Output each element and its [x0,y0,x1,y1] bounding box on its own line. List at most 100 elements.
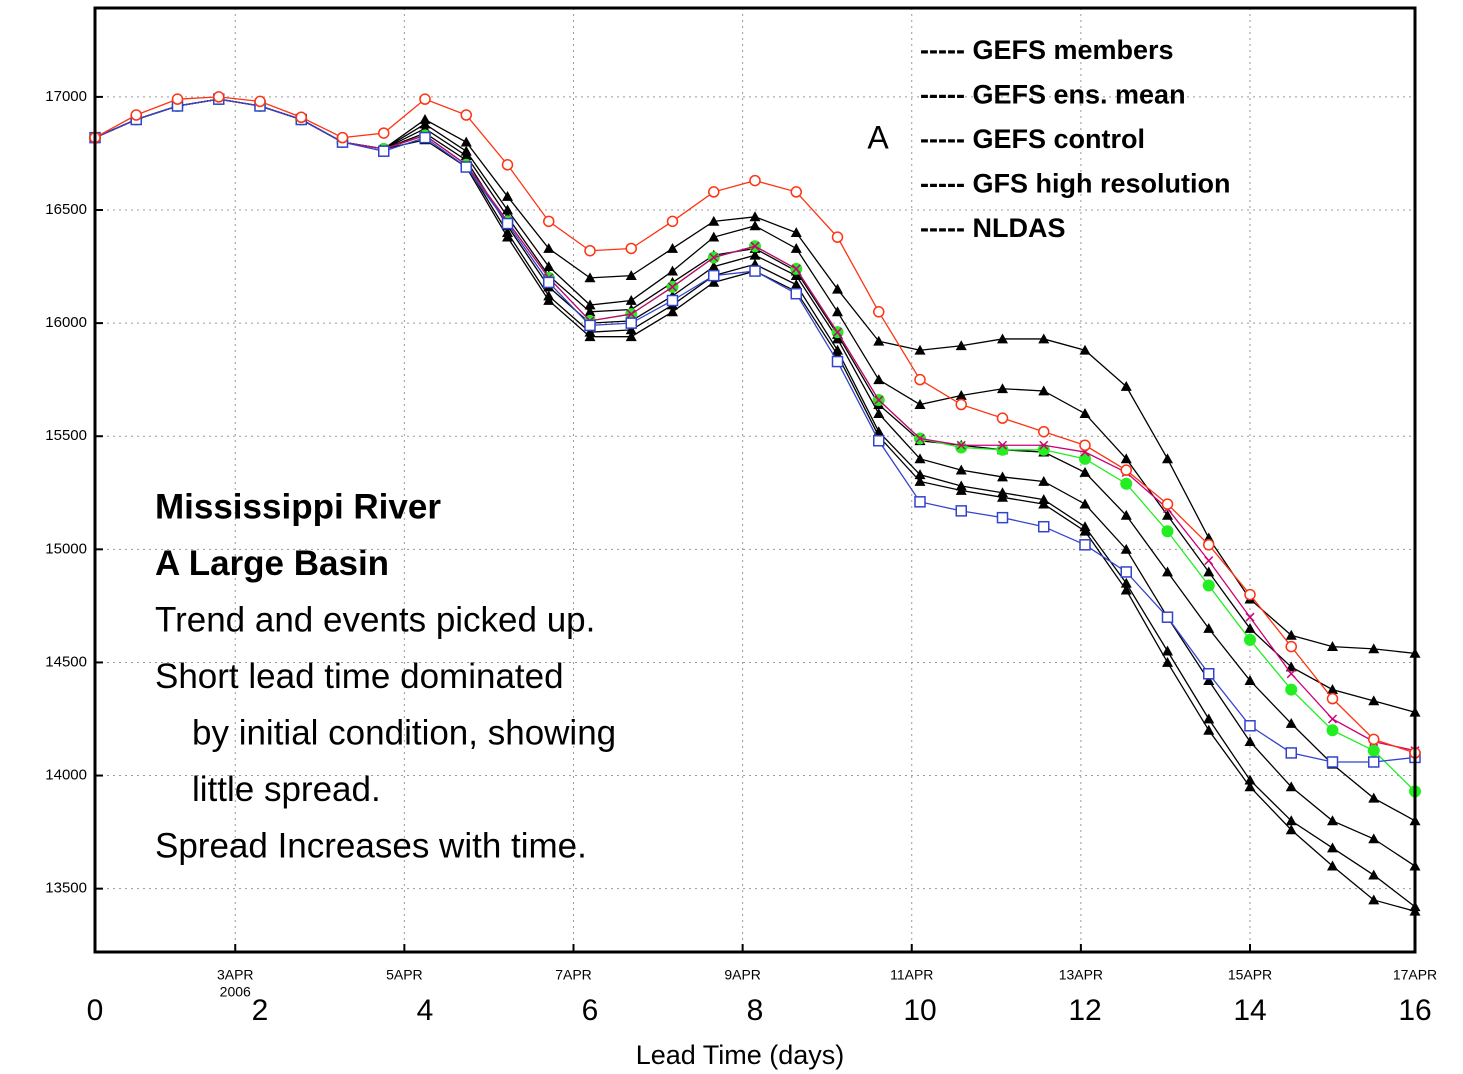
marker [708,215,720,226]
marker [1203,675,1215,685]
marker [543,294,555,305]
marker [874,395,884,405]
marker [1120,464,1132,476]
marker [584,319,596,332]
marker [584,299,596,310]
marker [1079,344,1091,355]
marker [914,344,926,355]
marker [625,317,637,329]
marker [501,159,514,171]
marker [667,265,678,276]
marker [955,340,967,351]
marker [708,276,720,287]
marker [790,287,802,300]
marker [502,231,513,242]
marker [1079,466,1091,477]
legend-entry: ----- GEFS members [920,35,1174,65]
marker [501,217,514,230]
marker [666,294,679,307]
marker [708,269,720,282]
marker [1038,475,1050,486]
legend-gap [965,80,973,110]
legend-marker: ----- [920,124,965,154]
marker [790,270,802,281]
marker [1368,833,1380,844]
marker [1244,720,1256,732]
legend-gap [965,169,973,199]
marker [1285,781,1297,792]
x-tick-label: 0 [87,994,104,1027]
marker [625,270,637,281]
marker [1039,440,1049,450]
annotation-line: A Large Basin [155,544,389,583]
date-tick-label: 11APR [890,967,933,983]
marker [996,412,1009,424]
marker [1326,724,1339,737]
marker [914,399,926,409]
marker [955,398,967,411]
marker [1327,842,1338,853]
marker [460,109,472,121]
marker [1120,477,1133,490]
marker [1368,869,1380,880]
marker [1038,425,1050,438]
marker [378,127,390,139]
marker [1327,815,1338,826]
legend-label: GEFS control [972,124,1145,154]
date-tick-label: 5APR [386,967,423,983]
marker [914,469,926,480]
marker [997,471,1008,482]
annotation-line: Spread Increases with time. [155,826,587,865]
x-tick-label: 2 [252,994,269,1027]
marker [1120,543,1132,554]
marker [666,215,679,228]
marker [749,265,761,277]
marker [626,309,636,319]
marker [1285,629,1297,640]
marker [1368,733,1380,746]
marker [1037,443,1050,456]
marker [1326,756,1339,768]
marker [625,331,637,342]
marker [873,335,885,346]
marker [1120,453,1132,464]
marker [873,306,885,318]
marker [1161,525,1174,538]
legend-marker: ----- [920,80,965,110]
y-tick-label: 17000 [45,88,87,105]
marker [1203,724,1215,735]
y-tick-label: 15500 [45,427,87,444]
marker [1245,612,1255,622]
marker [543,276,555,289]
marker [1038,385,1050,396]
marker [625,324,637,335]
marker [1327,641,1338,652]
marker [1285,640,1297,653]
annotation-line: little spread. [192,770,381,809]
marker [1244,588,1256,601]
marker [790,242,802,253]
date-tick-label: 3APR [217,967,254,983]
marker [831,355,844,368]
annotation-line: by initial condition, showing [192,713,616,752]
date-year: 2006 [220,984,251,1000]
annotation-line: Mississippi River [155,487,441,526]
marker [1368,756,1380,768]
y-tick-label: 16500 [45,201,87,218]
marker [667,306,678,317]
legend-marker: ----- [920,35,965,65]
marker [1327,860,1338,871]
legend-label: GEFS members [972,35,1173,65]
marker [1079,498,1091,509]
x-tick-label: 14 [1233,994,1266,1027]
plot-frame [93,6,1417,954]
marker [1079,408,1091,419]
y-tick-label: 14000 [45,767,87,784]
legend-label: NLDAS [972,213,1065,243]
marker [708,261,720,271]
x-tick-label: 16 [1398,994,1431,1027]
marker [1120,509,1132,520]
marker [171,93,184,105]
marker [996,511,1009,524]
marker [254,95,266,108]
